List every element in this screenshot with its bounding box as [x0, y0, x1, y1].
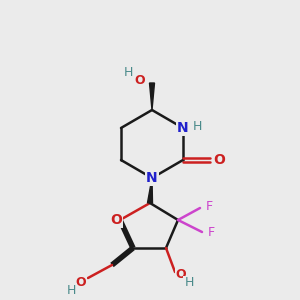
Text: O: O — [135, 74, 145, 88]
Polygon shape — [149, 83, 154, 110]
Text: O: O — [110, 213, 122, 227]
Text: H: H — [66, 284, 76, 296]
Text: N: N — [177, 121, 189, 135]
Text: N: N — [146, 171, 158, 185]
Text: F: F — [206, 200, 213, 214]
Polygon shape — [148, 178, 152, 203]
Text: O: O — [213, 153, 225, 167]
Text: O: O — [176, 268, 186, 281]
Text: H: H — [123, 67, 133, 80]
Text: O: O — [76, 275, 86, 289]
Text: F: F — [207, 226, 214, 239]
Text: H: H — [184, 277, 194, 290]
Text: H: H — [192, 119, 202, 133]
